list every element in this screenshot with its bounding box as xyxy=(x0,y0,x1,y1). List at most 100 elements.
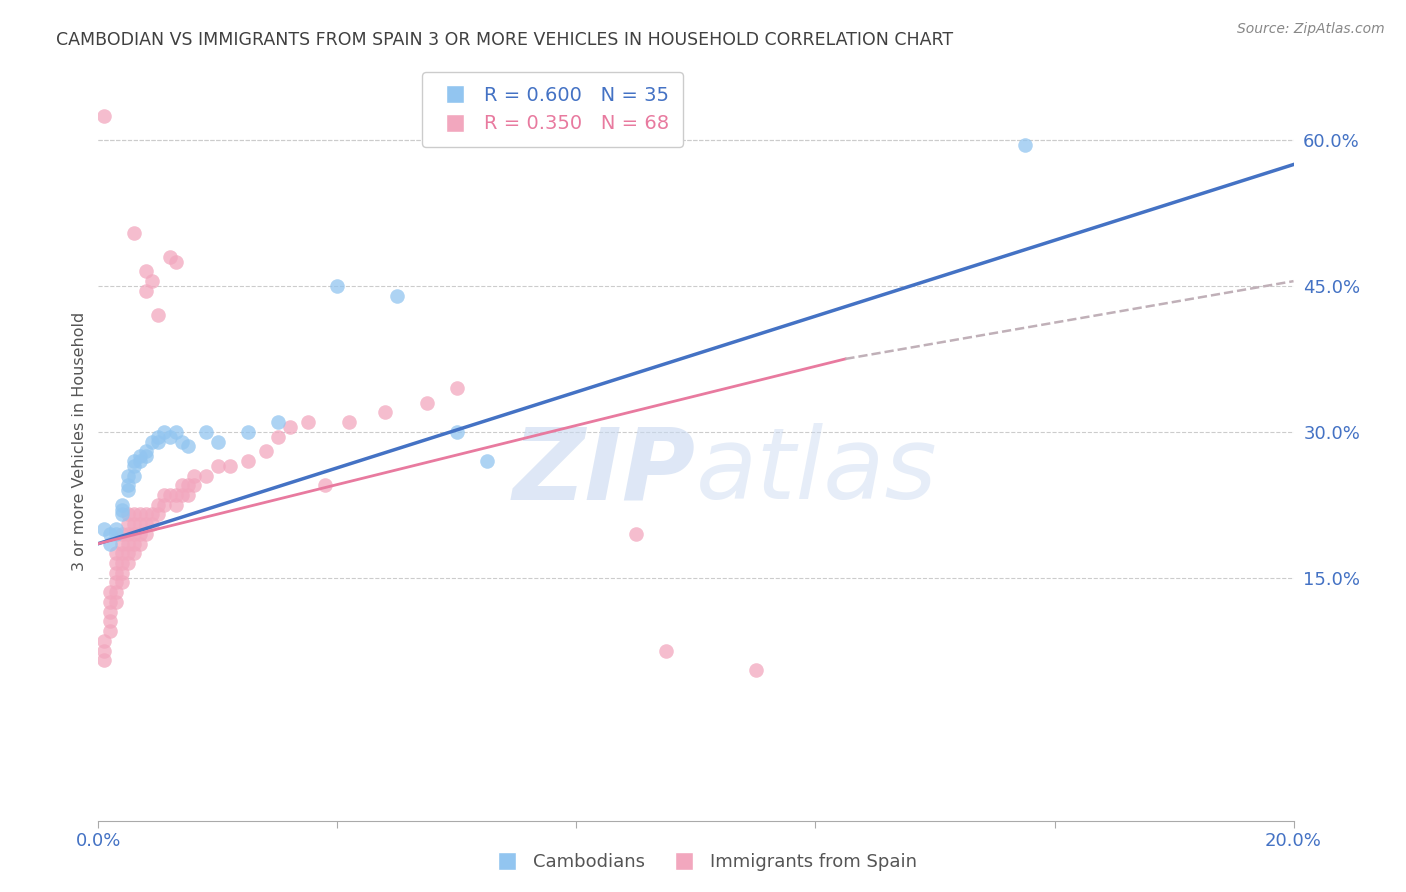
Point xyxy=(148,430,170,444)
Point xyxy=(129,508,152,522)
Point xyxy=(135,517,157,532)
Point xyxy=(236,454,259,468)
Point xyxy=(117,483,139,497)
Point xyxy=(165,498,187,512)
Point xyxy=(141,517,163,532)
Point xyxy=(183,478,205,492)
Point xyxy=(172,488,194,502)
Point xyxy=(105,595,128,609)
Point xyxy=(177,439,200,453)
Point xyxy=(135,444,157,458)
Point xyxy=(129,517,152,532)
Point xyxy=(745,663,768,677)
Point xyxy=(111,546,134,560)
Point xyxy=(172,434,194,449)
Point xyxy=(105,566,128,580)
Legend: Cambodians, Immigrants from Spain: Cambodians, Immigrants from Spain xyxy=(482,847,924,879)
Point xyxy=(267,415,290,429)
Point xyxy=(195,425,218,439)
Point xyxy=(105,585,128,599)
Point xyxy=(374,405,396,419)
Point xyxy=(416,395,439,409)
Point xyxy=(153,488,176,502)
Point xyxy=(655,643,678,657)
Point xyxy=(207,458,229,473)
Y-axis label: 3 or more Vehicles in Household: 3 or more Vehicles in Household xyxy=(72,312,87,571)
Point xyxy=(124,517,146,532)
Point xyxy=(195,468,218,483)
Point xyxy=(117,556,139,570)
Point xyxy=(93,522,115,536)
Point xyxy=(141,274,163,288)
Text: ZIP: ZIP xyxy=(513,424,696,520)
Point xyxy=(124,527,146,541)
Point xyxy=(98,624,122,639)
Point xyxy=(207,434,229,449)
Point xyxy=(165,254,187,268)
Point xyxy=(148,498,170,512)
Point xyxy=(177,478,200,492)
Point xyxy=(159,430,181,444)
Point xyxy=(98,527,122,541)
Point xyxy=(117,536,139,550)
Point xyxy=(278,420,301,434)
Text: Source: ZipAtlas.com: Source: ZipAtlas.com xyxy=(1237,22,1385,37)
Point xyxy=(111,502,134,516)
Point xyxy=(165,425,187,439)
Point xyxy=(183,468,205,483)
Point xyxy=(117,517,139,532)
Point xyxy=(117,468,139,483)
Point xyxy=(111,508,134,522)
Point xyxy=(124,226,146,240)
Point xyxy=(326,279,349,293)
Point xyxy=(254,444,277,458)
Point xyxy=(124,508,146,522)
Point xyxy=(105,546,128,560)
Point xyxy=(159,250,181,264)
Point xyxy=(117,546,139,560)
Point xyxy=(153,425,176,439)
Point xyxy=(475,454,498,468)
Point xyxy=(117,527,139,541)
Point xyxy=(124,468,146,483)
Point xyxy=(148,308,170,322)
Point xyxy=(129,454,152,468)
Point xyxy=(93,653,115,667)
Point xyxy=(297,415,319,429)
Point xyxy=(339,415,361,429)
Point xyxy=(93,643,115,657)
Point xyxy=(385,289,409,303)
Point xyxy=(105,556,128,570)
Point xyxy=(135,527,157,541)
Point xyxy=(124,454,146,468)
Point xyxy=(135,449,157,463)
Point xyxy=(159,488,181,502)
Point xyxy=(129,527,152,541)
Point xyxy=(124,546,146,560)
Point xyxy=(148,508,170,522)
Point xyxy=(267,430,290,444)
Point xyxy=(111,556,134,570)
Point xyxy=(129,536,152,550)
Point xyxy=(111,527,134,541)
Point xyxy=(129,449,152,463)
Point xyxy=(98,536,122,550)
Point xyxy=(98,615,122,629)
Text: atlas: atlas xyxy=(696,424,938,520)
Point xyxy=(135,264,157,278)
Point xyxy=(98,585,122,599)
Point xyxy=(172,478,194,492)
Point xyxy=(111,498,134,512)
Point xyxy=(93,633,115,648)
Point xyxy=(111,575,134,590)
Point xyxy=(93,109,115,123)
Point xyxy=(315,478,337,492)
Text: CAMBODIAN VS IMMIGRANTS FROM SPAIN 3 OR MORE VEHICLES IN HOUSEHOLD CORRELATION C: CAMBODIAN VS IMMIGRANTS FROM SPAIN 3 OR … xyxy=(56,31,953,49)
Point xyxy=(446,381,468,395)
Point xyxy=(124,536,146,550)
Point xyxy=(153,498,176,512)
Point xyxy=(141,434,163,449)
Point xyxy=(177,488,200,502)
Point xyxy=(117,478,139,492)
Point xyxy=(105,527,128,541)
